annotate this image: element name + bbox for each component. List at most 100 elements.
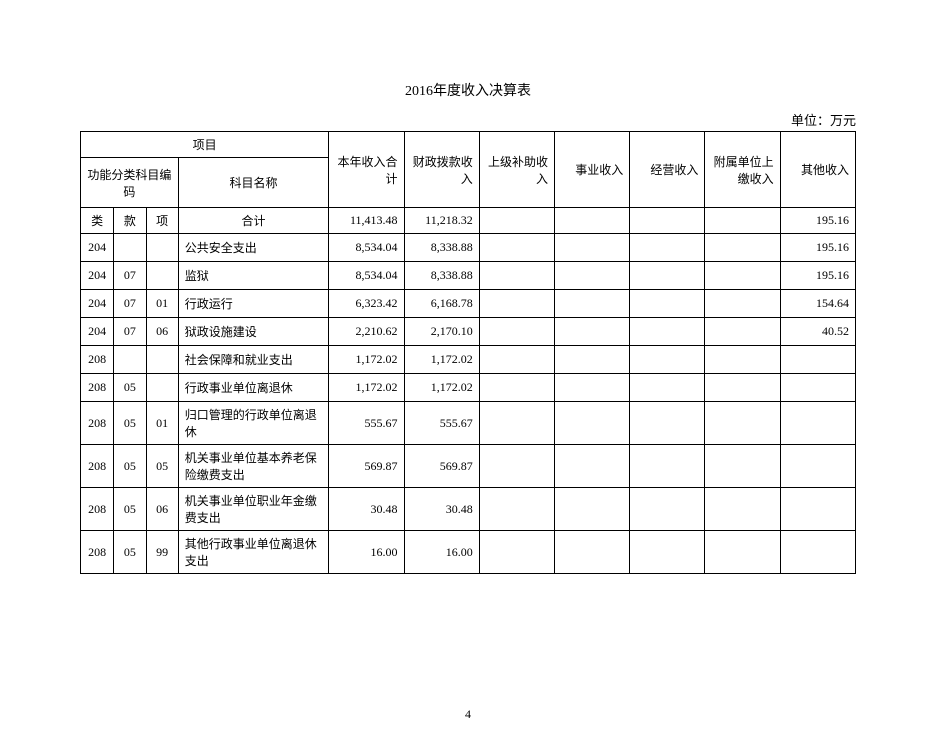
- page-title: 2016年度收入决算表: [0, 80, 936, 100]
- cell-operating: [630, 445, 705, 488]
- cell-business: [554, 290, 629, 318]
- cell-item: [146, 346, 178, 374]
- header-business: 事业收入: [554, 132, 629, 208]
- unit-label: 单位：万元: [0, 110, 856, 129]
- cell-other: 195.16: [780, 262, 855, 290]
- cell-business: [554, 318, 629, 346]
- cell-operating: [630, 346, 705, 374]
- cell-business: [554, 402, 629, 445]
- cell-subordinate: [705, 445, 780, 488]
- cell-class: 204: [81, 318, 114, 346]
- cell-other: 40.52: [780, 318, 855, 346]
- cell-other: 154.64: [780, 290, 855, 318]
- cell-total: 8,534.04: [329, 262, 404, 290]
- total-total: 11,413.48: [329, 208, 404, 234]
- cell-section: [114, 234, 146, 262]
- cell-subject: 机关事业单位职业年金缴费支出: [178, 488, 328, 531]
- total-superior: [479, 208, 554, 234]
- table-row: 204公共安全支出8,534.048,338.88195.16: [81, 234, 856, 262]
- cell-fiscal: 6,168.78: [404, 290, 479, 318]
- cell-section: 05: [114, 488, 146, 531]
- cell-class: 204: [81, 290, 114, 318]
- cell-section: 05: [114, 445, 146, 488]
- cell-subordinate: [705, 531, 780, 574]
- cell-subject: 社会保障和就业支出: [178, 346, 328, 374]
- cell-total: 1,172.02: [329, 346, 404, 374]
- cell-operating: [630, 374, 705, 402]
- cell-fiscal: 30.48: [404, 488, 479, 531]
- cell-business: [554, 262, 629, 290]
- cell-class: 208: [81, 346, 114, 374]
- header-subject-name: 科目名称: [178, 158, 328, 208]
- cell-total: 6,323.42: [329, 290, 404, 318]
- cell-fiscal: 8,338.88: [404, 234, 479, 262]
- cell-item: [146, 234, 178, 262]
- header-fiscal: 财政拨款收入: [404, 132, 479, 208]
- cell-item: 01: [146, 402, 178, 445]
- header-code-label: 功能分类科目编码: [81, 158, 179, 208]
- cell-operating: [630, 234, 705, 262]
- cell-class: 208: [81, 445, 114, 488]
- cell-total: 30.48: [329, 488, 404, 531]
- cell-item: 99: [146, 531, 178, 574]
- cell-operating: [630, 531, 705, 574]
- table-row: 2080505机关事业单位基本养老保险缴费支出569.87569.87: [81, 445, 856, 488]
- cell-other: [780, 374, 855, 402]
- cell-business: [554, 374, 629, 402]
- cell-business: [554, 234, 629, 262]
- cell-fiscal: 2,170.10: [404, 318, 479, 346]
- table-row: 20407监狱8,534.048,338.88195.16: [81, 262, 856, 290]
- cell-subordinate: [705, 402, 780, 445]
- cell-operating: [630, 290, 705, 318]
- total-other: 195.16: [780, 208, 855, 234]
- page-number: 4: [0, 707, 936, 722]
- cell-section: 05: [114, 374, 146, 402]
- cell-business: [554, 488, 629, 531]
- cell-total: 569.87: [329, 445, 404, 488]
- cell-subordinate: [705, 346, 780, 374]
- cell-class: 208: [81, 374, 114, 402]
- header-project: 项目: [81, 132, 329, 158]
- cell-fiscal: 1,172.02: [404, 346, 479, 374]
- cell-other: [780, 488, 855, 531]
- table-row: 2080506机关事业单位职业年金缴费支出30.4830.48: [81, 488, 856, 531]
- cell-total: 16.00: [329, 531, 404, 574]
- cell-item: [146, 374, 178, 402]
- header-item: 项: [146, 208, 178, 234]
- cell-operating: [630, 488, 705, 531]
- cell-class: 208: [81, 488, 114, 531]
- cell-class: 208: [81, 402, 114, 445]
- cell-fiscal: 569.87: [404, 445, 479, 488]
- cell-superior: [479, 488, 554, 531]
- cell-business: [554, 531, 629, 574]
- header-superior: 上级补助收入: [479, 132, 554, 208]
- cell-item: 06: [146, 318, 178, 346]
- table-row: 2080501归口管理的行政单位离退休555.67555.67: [81, 402, 856, 445]
- header-total-income: 本年收入合计: [329, 132, 404, 208]
- cell-fiscal: 555.67: [404, 402, 479, 445]
- header-other: 其他收入: [780, 132, 855, 208]
- cell-subject: 监狱: [178, 262, 328, 290]
- cell-section: 05: [114, 531, 146, 574]
- cell-section: 05: [114, 402, 146, 445]
- table-row: 20805行政事业单位离退休1,172.021,172.02: [81, 374, 856, 402]
- cell-superior: [479, 318, 554, 346]
- income-table: 项目 本年收入合计 财政拨款收入 上级补助收入 事业收入 经营收入 附属单位上缴…: [80, 131, 856, 574]
- cell-subordinate: [705, 290, 780, 318]
- cell-subject: 其他行政事业单位离退休支出: [178, 531, 328, 574]
- cell-superior: [479, 290, 554, 318]
- total-fiscal: 11,218.32: [404, 208, 479, 234]
- cell-class: 204: [81, 234, 114, 262]
- cell-superior: [479, 531, 554, 574]
- cell-class: 208: [81, 531, 114, 574]
- cell-section: 07: [114, 262, 146, 290]
- cell-fiscal: 16.00: [404, 531, 479, 574]
- cell-subject: 行政运行: [178, 290, 328, 318]
- cell-subject: 行政事业单位离退休: [178, 374, 328, 402]
- cell-operating: [630, 262, 705, 290]
- cell-subject: 归口管理的行政单位离退休: [178, 402, 328, 445]
- cell-subordinate: [705, 374, 780, 402]
- cell-superior: [479, 445, 554, 488]
- cell-subordinate: [705, 318, 780, 346]
- cell-total: 1,172.02: [329, 374, 404, 402]
